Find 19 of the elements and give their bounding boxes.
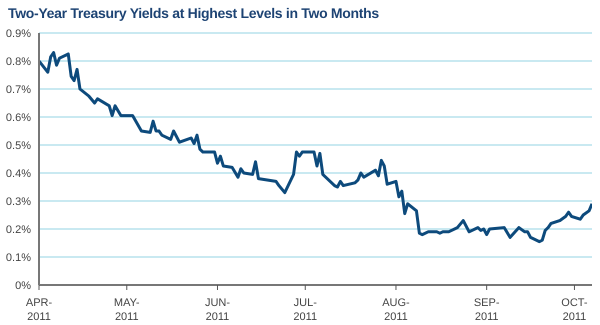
chart-title: Two-Year Treasury Yields at Highest Levels in Two Months: [8, 5, 379, 21]
y-tick-label: 0.6%: [6, 112, 32, 124]
x-tick-label: JUN- 2011: [204, 297, 230, 323]
line-series: [39, 51, 592, 244]
y-tick-label: 0.2%: [6, 224, 32, 236]
y-tick-label: 0.7%: [6, 84, 32, 96]
x-tick-label: MAY- 2011: [114, 297, 140, 323]
x-tick-label: AUG- 2011: [382, 297, 410, 323]
y-tick-label: 0.3%: [6, 196, 32, 208]
y-tick-label: 0%: [15, 280, 32, 292]
x-tick-label: APR- 2011: [26, 297, 52, 323]
x-tick-label: JUL- 2011: [293, 297, 318, 323]
y-tick-label: 0.1%: [6, 252, 32, 264]
y-tick-label: 0.9%: [6, 28, 32, 40]
x-tick-label: OCT- 2011: [561, 297, 588, 323]
x-tick-label: SEP- 2011: [474, 297, 500, 323]
y-tick-label: 0.8%: [6, 56, 32, 68]
y-tick-label: 0.5%: [6, 140, 32, 152]
y-tick-label: 0.4%: [6, 168, 32, 180]
